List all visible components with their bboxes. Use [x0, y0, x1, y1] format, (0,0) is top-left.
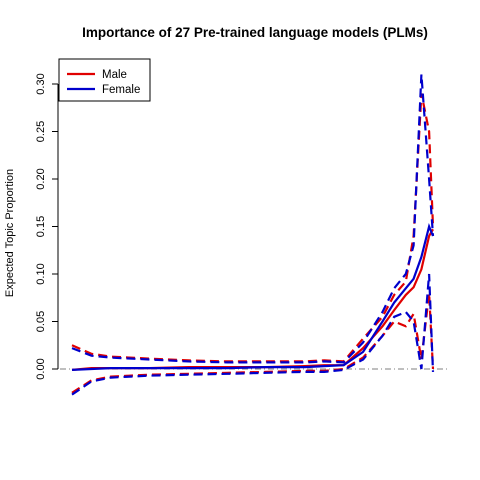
female-series-line [71, 222, 435, 371]
male-series-line [71, 228, 434, 371]
female-lower-ci-line [71, 273, 435, 396]
y-tick-label: 0.10 [35, 263, 47, 284]
y-tick-label: 0.05 [35, 311, 47, 332]
male-upper-ci-line [71, 93, 435, 363]
y-tick-label: 0.15 [35, 216, 47, 237]
legend-label-female: Female [102, 84, 140, 96]
legend: Male Female [58, 58, 151, 102]
y-tick-label: 0.25 [35, 121, 47, 142]
plot-area [60, 74, 450, 396]
y-tick-label: 0.00 [35, 358, 47, 379]
female-upper-ci-line [71, 74, 435, 364]
y-tick-label: 0.20 [35, 168, 47, 189]
chart-title: Importance of 27 Pre-trained language mo… [82, 25, 428, 40]
y-axis-label: Expected Topic Proportion [4, 169, 16, 297]
y-tick-label: 0.30 [35, 73, 47, 94]
legend-box [58, 58, 151, 102]
legend-label-male: Male [102, 69, 127, 81]
y-axis: 0.00 0.05 0.10 0.15 0.20 0.25 0.30 [35, 73, 59, 380]
